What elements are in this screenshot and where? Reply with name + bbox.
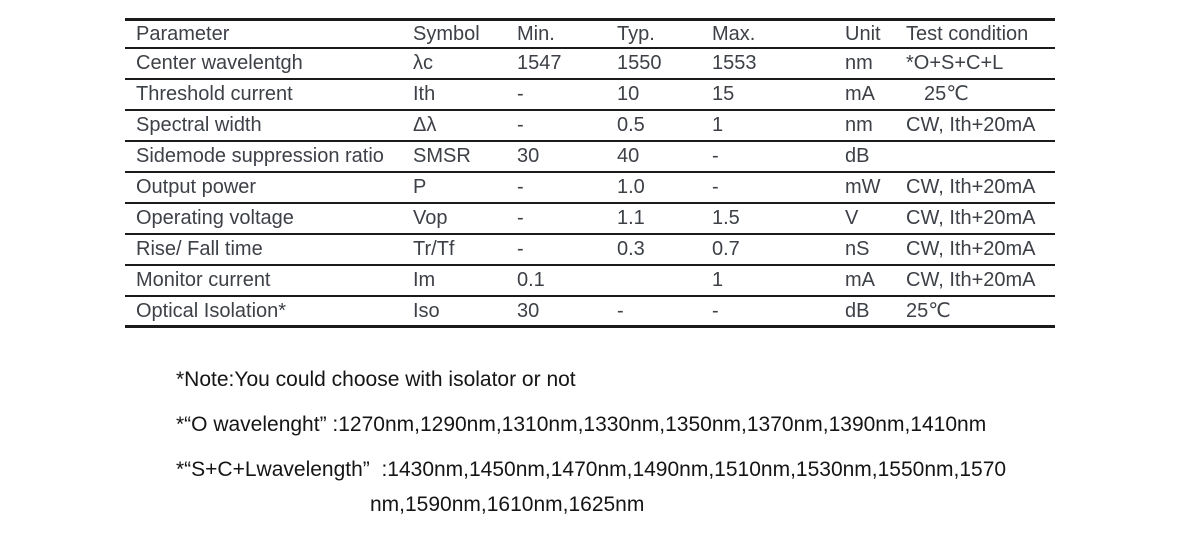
cell-parameter: Output power [136,176,257,198]
cell-max: 15 [712,83,735,105]
cell-typ: 40 [617,145,640,167]
note-scl-wavelength-line1: *“S+C+Lwavelength” :1430nm,1450nm,1470nm… [176,458,1007,481]
cell-parameter: Optical Isolation* [136,299,287,322]
cell-typ: 1550 [617,52,662,74]
cell-test-condition: CW, Ith+20mA [906,176,1036,198]
cell-typ: 1.0 [617,176,645,198]
cell-max: - [712,299,719,322]
cell-test-condition: 25℃ [924,83,969,105]
cell-parameter: Sidemode suppression ratio [136,145,384,167]
cell-typ: - [617,299,624,322]
cell-parameter: Threshold current [136,83,293,105]
column-header: Max. [712,22,756,45]
column-header: Test condition [906,22,1029,45]
cell-max: 0.7 [712,238,740,260]
cell-unit: mA [845,269,875,291]
table-row: Monitor current Im 0.1 1 mA CW, Ith+20mA [125,265,1055,296]
cell-test-condition: CW, Ith+20mA [906,114,1036,136]
cell-min: 30 [517,299,540,322]
cell-min: - [517,176,524,198]
cell-typ [617,265,712,296]
cell-test-condition: CW, Ith+20mA [906,269,1036,291]
cell-max: 1 [712,114,724,136]
table-header-row: Parameter Symbol Min. Typ. Max. Unit Test cond… [125,20,1055,48]
cell-parameter: Monitor current [136,269,271,291]
cell-test-condition: *O+S+C+L [906,52,1004,74]
table-row: Rise/ Fall time Tr/Tf - 0.3 0.7 nS CW, I… [125,234,1055,265]
note-scl-wavelength-line2: nm,1590nm,1610nm,1625nm [370,493,645,516]
column-header: Typ. [617,22,655,45]
table-row: Operating voltage Vop - 1.1 1.5 V CW, It… [125,203,1055,234]
cell-min: 1547 [517,52,562,74]
cell-test-condition [906,141,1055,172]
column-header: Symbol [413,22,480,45]
cell-symbol: Ith [413,83,436,105]
cell-typ: 10 [617,83,640,105]
cell-unit: mA [845,83,875,105]
cell-typ: 0.5 [617,114,645,136]
cell-test-condition: 25℃ [906,299,951,322]
cell-typ: 1.1 [617,207,645,229]
cell-symbol: SMSR [413,145,471,167]
cell-parameter: Spectral width [136,114,262,136]
note-isolator: *Note:You could choose with isolator or … [176,368,576,391]
cell-min: - [517,238,524,260]
cell-max: - [712,176,719,198]
cell-max: 1.5 [712,207,740,229]
cell-test-condition: CW, Ith+20mA [906,238,1036,260]
cell-min: - [517,114,524,136]
table-row: Center wavelentgh λc 1547 1550 1553 nm *… [125,48,1055,79]
cell-parameter: Center wavelentgh [136,52,303,74]
cell-unit: nS [845,238,870,260]
table-row: Sidemode suppression ratio SMSR 30 40 - … [125,141,1055,172]
column-header: Min. [517,22,555,45]
cell-min: 30 [517,145,540,167]
table-body: Center wavelentgh λc 1547 1550 1553 nm *… [125,48,1055,327]
cell-unit: nm [845,114,873,136]
cell-symbol: λc [413,52,433,74]
cell-symbol: P [413,176,427,198]
cell-unit: nm [845,52,873,74]
cell-min: 0.1 [517,269,545,291]
cell-parameter: Rise/ Fall time [136,238,263,260]
table-row: Threshold current Ith - 10 15 mA 25℃ [125,79,1055,110]
cell-max: 1553 [712,52,757,74]
cell-symbol: Iso [413,299,440,322]
cell-test-condition: CW, Ith+20mA [906,207,1036,229]
cell-typ: 0.3 [617,238,645,260]
table-row: Spectral width Δλ - 0.5 1 nm CW, Ith+20m… [125,110,1055,141]
cell-parameter: Operating voltage [136,207,294,229]
table-row: Output power P - 1.0 - mW CW, Ith+20mA [125,172,1055,203]
spec-table: Parameter Symbol Min. Typ. Max. Unit Test cond… [125,18,1055,328]
cell-symbol: Δλ [413,114,437,136]
cell-max: 1 [712,269,724,291]
cell-min: - [517,83,524,105]
cell-symbol: Im [413,269,436,291]
cell-unit: dB [845,145,870,167]
cell-unit: mW [845,176,881,198]
cell-min: - [517,207,524,229]
column-header: Parameter [136,22,230,45]
note-o-wavelength: *“O wavelenght” :1270nm,1290nm,1310nm,13… [176,413,987,436]
cell-unit: V [845,207,859,229]
table-row: Optical Isolation* Iso 30 - - dB 25℃ [125,296,1055,327]
column-header: Unit [845,22,881,45]
cell-symbol: Vop [413,207,448,229]
cell-unit: dB [845,299,870,322]
cell-symbol: Tr/Tf [413,238,455,260]
cell-max: - [712,145,719,167]
